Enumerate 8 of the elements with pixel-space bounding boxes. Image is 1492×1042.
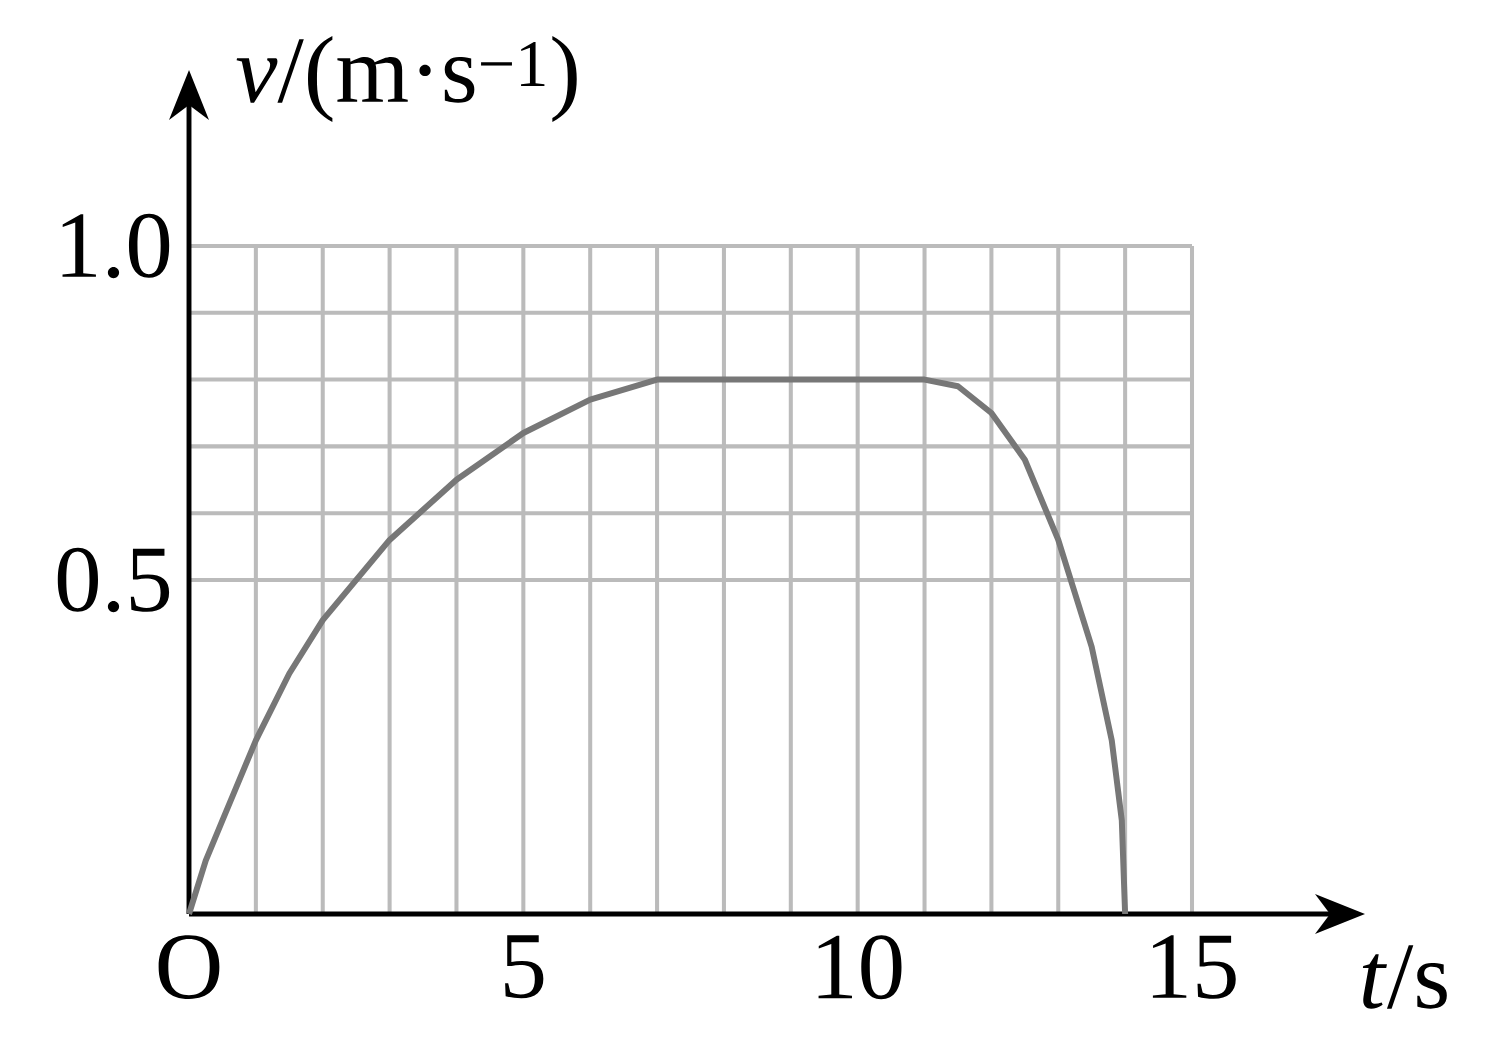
x-tick-label: 15 — [1152, 935, 1236, 999]
y-tick-label: 0.5 — [57, 547, 170, 613]
y-axis-title: v/(m·s$^{−1}$) — [236, 35, 577, 123]
x-tick-label: 10 — [818, 935, 902, 1000]
x-tick-label: 5 — [505, 935, 544, 999]
x-tick-label: O — [158, 935, 220, 999]
y-tick-label: 1.0 — [62, 213, 170, 279]
x-axis-title: t/s — [1362, 945, 1447, 1009]
